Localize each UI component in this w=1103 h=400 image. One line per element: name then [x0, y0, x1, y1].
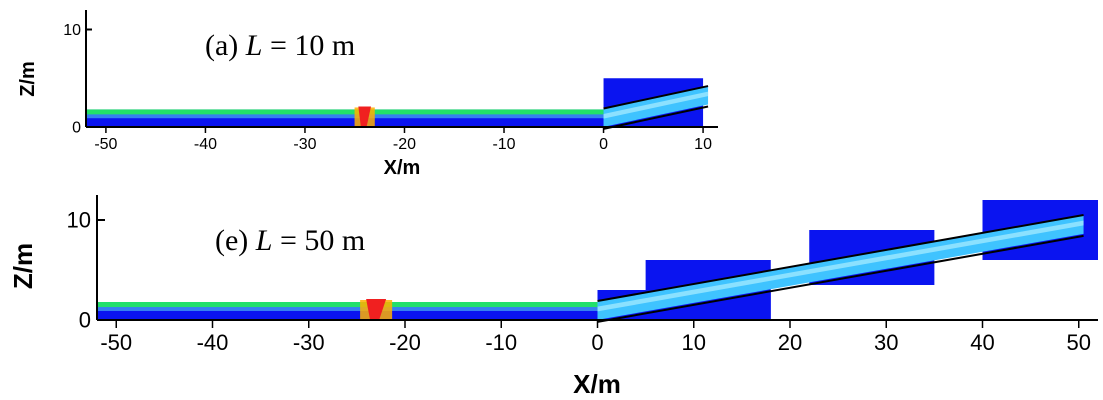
x-tick-label: -20: [393, 136, 416, 153]
water-layer-mid: [97, 305, 598, 311]
x-tick-label: -50: [100, 330, 132, 355]
slope-upper-line: [603, 85, 709, 110]
panel-a-ylabel: Z/m: [17, 61, 39, 97]
x-tick-label: 0: [599, 136, 608, 153]
water-layer-surface: [86, 109, 604, 115]
x-tick-label: 10: [682, 330, 706, 355]
x-tick-label: 10: [694, 136, 712, 153]
panel-a-xlabel: X/m: [384, 157, 421, 179]
slope-lower-line: [597, 234, 1084, 323]
x-tick-label: 0: [591, 330, 603, 355]
slope-band-core: [597, 220, 1084, 312]
x-tick-label: -30: [293, 330, 325, 355]
x-tick-label: 30: [874, 330, 898, 355]
plot-area: [97, 200, 1098, 323]
slope-upper-line: [597, 214, 1084, 302]
y-tick-label: 0: [72, 120, 81, 137]
panel-e: (e) L = 50 m X/m Z/m -50 -40 -30 -20 -10 0 10 2…: [8, 195, 1098, 399]
water-layer-surface: [97, 302, 598, 308]
panel-a-label: (a) L = 10 m: [205, 29, 355, 62]
water-layer-mid: [86, 112, 604, 119]
hot-zone-core: [358, 106, 371, 127]
panel-a: (a) L = 10 m X/m Z/m -50 -40 -30 -20 -10 0 10 0…: [17, 10, 718, 179]
y-tick-label: 0: [79, 308, 91, 333]
x-tick-label: 20: [778, 330, 802, 355]
slope-band-core: [603, 91, 709, 119]
panel-e-ylabel: Z/m: [8, 243, 38, 289]
panel-e-xlabel: X/m: [573, 369, 621, 399]
axes: -50 -40 -30 -20 -10 0 10 0 10: [63, 10, 718, 153]
x-tick-label: -50: [94, 136, 117, 153]
x-tick-label: -40: [197, 330, 229, 355]
slope-lower-line: [603, 105, 709, 130]
panel-e-label: (e) L = 50 m: [215, 224, 365, 257]
x-tick-label: -10: [492, 136, 515, 153]
x-tick-label: -30: [293, 136, 316, 153]
plot-area: [86, 78, 709, 130]
y-tick-label: 10: [63, 22, 81, 39]
y-tick-label: 10: [67, 208, 91, 233]
axes: -50 -40 -30 -20 -10 0 10 20 30 40 50 0 10: [67, 195, 1098, 355]
x-tick-label: -40: [194, 136, 217, 153]
x-tick-label: 40: [970, 330, 994, 355]
x-tick-label: -10: [485, 330, 517, 355]
hot-zone-core: [366, 299, 387, 320]
x-tick-label: -20: [389, 330, 421, 355]
x-tick-label: 50: [1067, 330, 1091, 355]
